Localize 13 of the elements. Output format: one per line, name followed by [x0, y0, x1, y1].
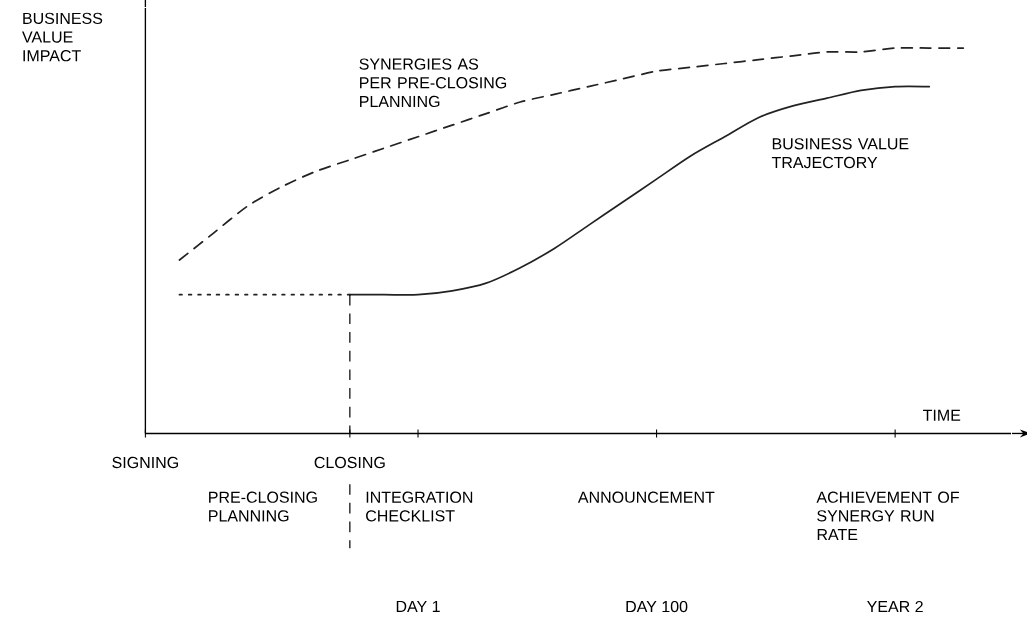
text: ACHIEVEMENT OF SYNERGY RUN RATE [816, 491, 959, 541]
text: PRE-CLOSING PLANNING [209, 491, 317, 522]
x-axis-title: TIME [922, 409, 961, 421]
x-tick-label: DAY 100 [626, 600, 688, 613]
x-tick-label: DAY 1 [396, 600, 440, 612]
text: ANNOUNCEMENT [577, 491, 715, 503]
text: INTEGRATION CHECKLIST [366, 491, 473, 522]
series-label: BUSINESS VALUE TRAJECTORY [771, 138, 909, 169]
x-tick-label: CLOSING [314, 456, 385, 469]
y-axis-title: BUSINESS VALUE IMPACT [22, 12, 103, 62]
x-tick-label: YEAR 2 [867, 600, 923, 613]
x-tick-label: SIGNING [112, 456, 178, 469]
series-label: SYNERGIES AS PER PRE-CLOSING PLANNING [359, 58, 507, 108]
